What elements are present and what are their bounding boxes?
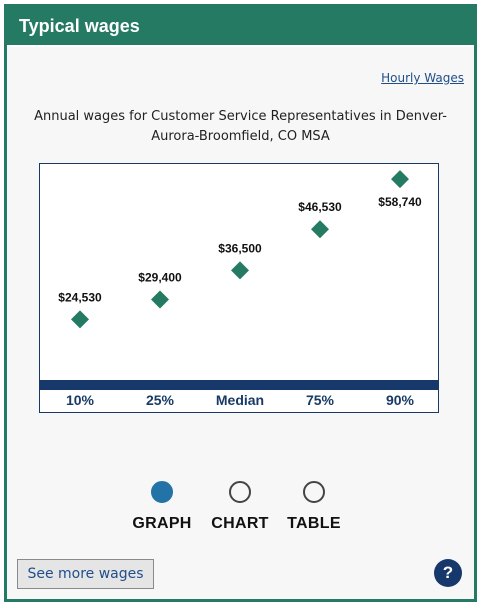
value-label-4: $46,530	[298, 200, 342, 214]
wage-chart-svg: $24,530 10% $29,400 25% $36,500 Median $46,530…	[40, 170, 438, 408]
value-label-1: $24,530	[58, 290, 102, 304]
toggle-chart-label: CHART	[211, 515, 269, 532]
toggle-table-label: TABLE	[287, 515, 341, 532]
chart-caption: Annual wages for Customer Service Repres…	[34, 109, 447, 144]
radio-chart[interactable]	[229, 481, 251, 503]
toggle-table[interactable]: TABLE	[274, 481, 354, 533]
value-label-2: $29,400	[138, 270, 182, 284]
axis-band	[40, 380, 438, 390]
category-label-3: Median	[216, 392, 264, 408]
hourly-wages-link[interactable]: Hourly Wages	[381, 71, 464, 85]
category-label-1: 10%	[66, 392, 95, 408]
wage-chart: $24,530 10% $29,400 25% $36,500 Median $46,530…	[39, 163, 439, 413]
data-point-2	[151, 290, 169, 309]
toggle-chart[interactable]: CHART	[200, 481, 280, 533]
toggle-graph[interactable]: GRAPH	[122, 481, 202, 533]
typical-wages-widget: Typical wages Hourly Wages Annual wages …	[4, 4, 477, 602]
widget-header: Typical wages	[7, 7, 474, 47]
data-point-5	[391, 170, 409, 189]
help-icon[interactable]: ?	[434, 559, 462, 587]
data-point-1	[71, 310, 89, 329]
category-label-4: 75%	[306, 392, 335, 408]
toggle-graph-label: GRAPH	[132, 515, 192, 532]
see-more-wages-button[interactable]: See more wages	[17, 559, 154, 589]
value-label-5: $58,740	[378, 195, 422, 209]
data-point-3	[231, 261, 249, 280]
view-toggle: GRAPH CHART TABLE	[7, 481, 474, 541]
radio-graph[interactable]	[151, 481, 173, 503]
category-label-5: 90%	[386, 392, 415, 408]
data-point-4	[311, 220, 329, 239]
category-label-2: 25%	[146, 392, 175, 408]
radio-table[interactable]	[303, 481, 325, 503]
value-label-3: $36,500	[218, 241, 262, 255]
